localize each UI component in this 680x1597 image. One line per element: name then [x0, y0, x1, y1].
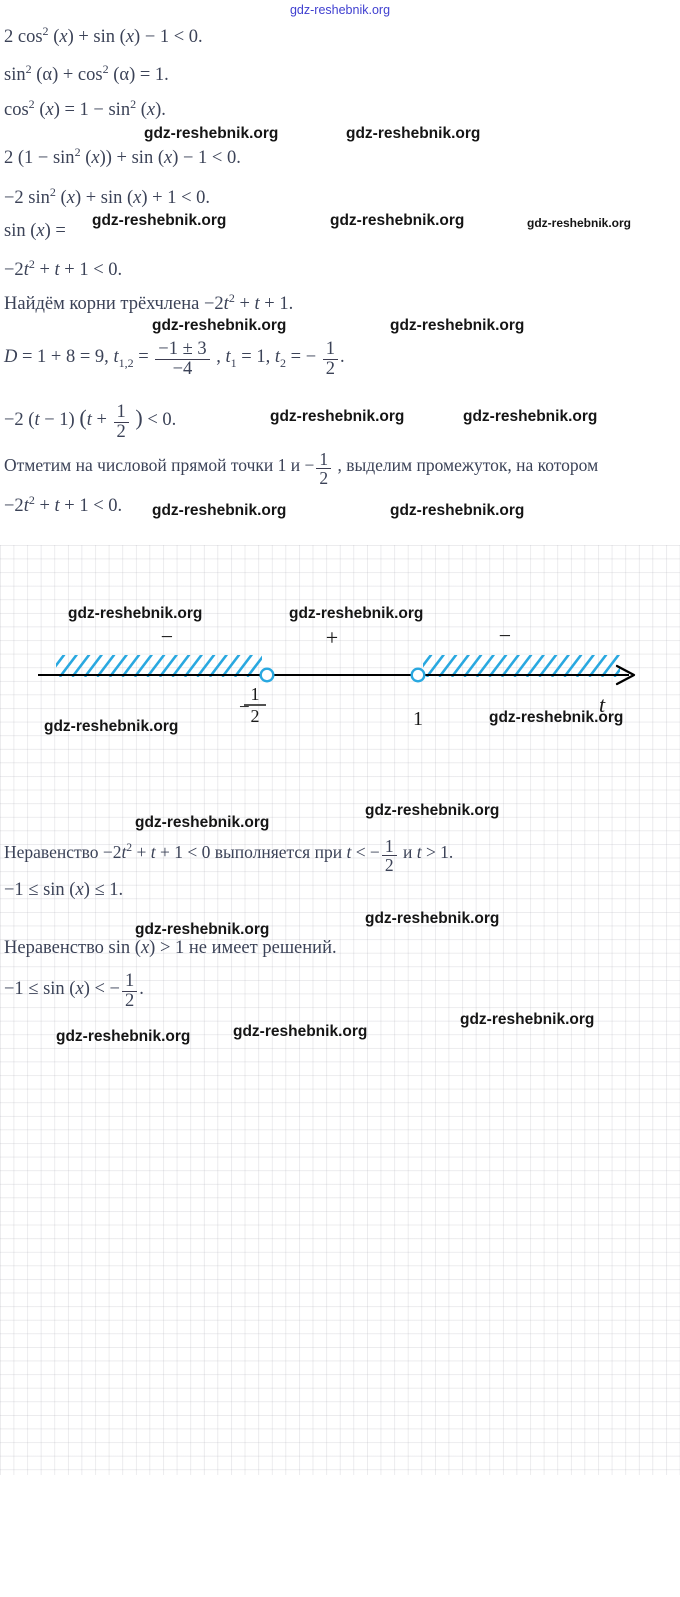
svg-text:1: 1 — [251, 684, 260, 704]
svg-text:1: 1 — [413, 708, 423, 730]
svg-text:−: − — [161, 624, 173, 649]
svg-text:2: 2 — [251, 706, 260, 726]
svg-text:t: t — [599, 692, 606, 717]
svg-text:+: + — [326, 625, 338, 650]
svg-text:−: − — [499, 623, 511, 648]
svg-text:−: − — [239, 697, 250, 718]
